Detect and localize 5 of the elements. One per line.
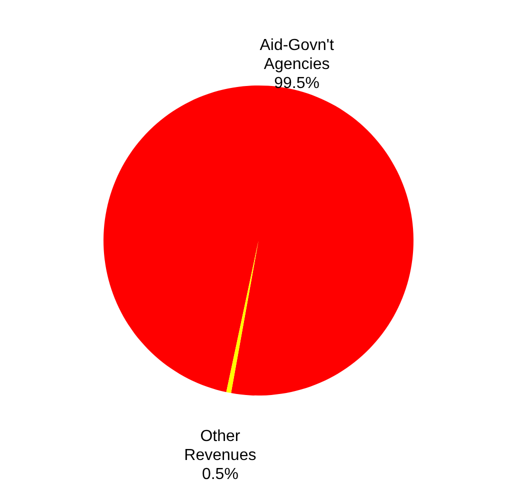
slice-label: Aid-Govn't Agencies	[260, 37, 334, 74]
data-label: 99.5%	[274, 75, 320, 92]
data-label: 0.5%	[202, 466, 238, 481]
pie-slice	[226, 240, 258, 394]
slice-label: Other Revenues	[184, 428, 256, 464]
